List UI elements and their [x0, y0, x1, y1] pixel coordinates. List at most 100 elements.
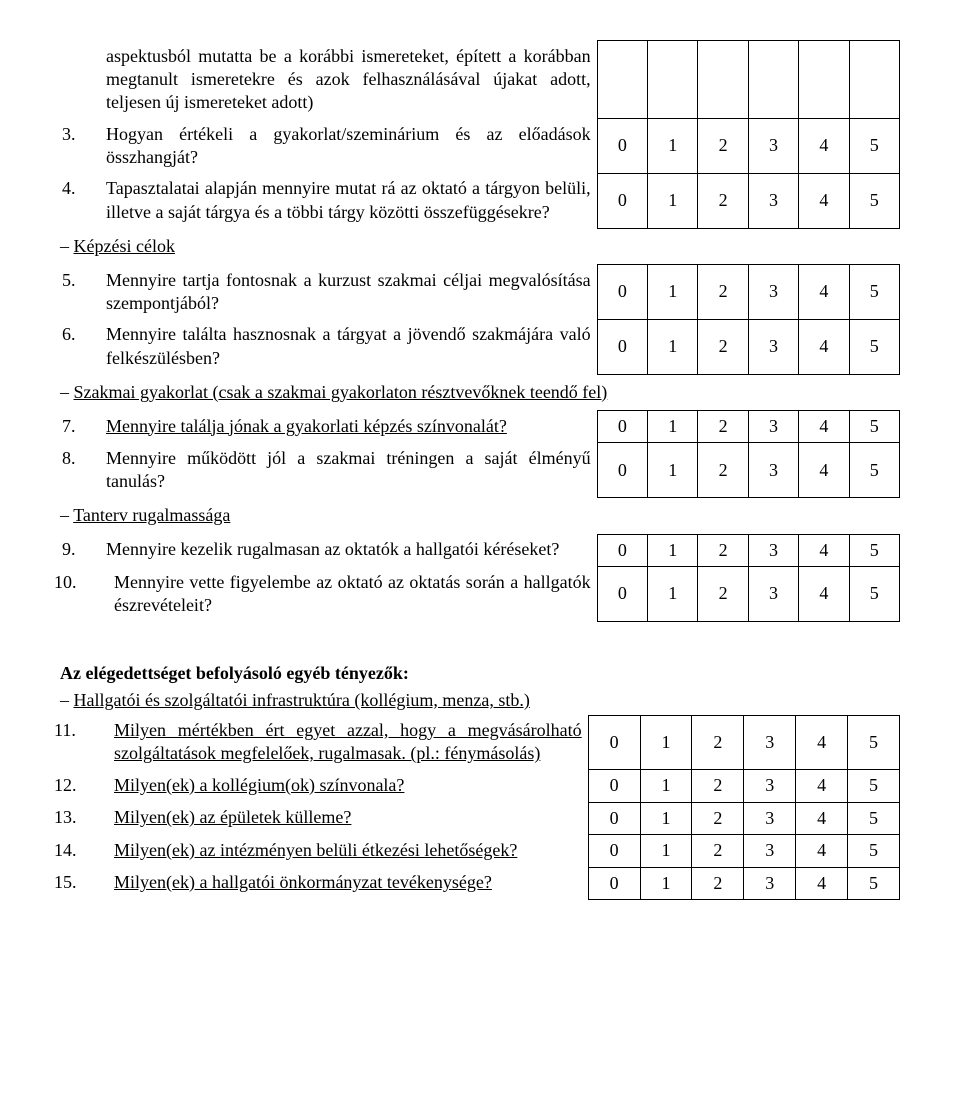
- scale-cell[interactable]: 3: [748, 265, 798, 320]
- scale-cell[interactable]: 2: [698, 534, 748, 566]
- scale-cell[interactable]: 5: [849, 265, 899, 320]
- scale-cell[interactable]: 2: [692, 770, 744, 802]
- scale-cell[interactable]: 1: [648, 119, 698, 174]
- scale-cell[interactable]: 5: [849, 534, 899, 566]
- section-infra: Hallgatói és szolgáltatói infrastruktúra…: [60, 689, 900, 712]
- scale-cell[interactable]: 1: [640, 867, 692, 899]
- scale-cell[interactable]: 0: [597, 265, 647, 320]
- scale-cell[interactable]: 0: [597, 534, 647, 566]
- scale-cell[interactable]: 1: [640, 802, 692, 834]
- scale-cell[interactable]: 4: [799, 567, 849, 622]
- scale-cell: [698, 41, 748, 119]
- survey-table-1: aspektusból mutatta be a korábbi ismeret…: [60, 40, 900, 622]
- scale-cell[interactable]: 1: [648, 173, 698, 228]
- scale-cell[interactable]: 3: [748, 319, 798, 374]
- scale-cell[interactable]: 1: [648, 265, 698, 320]
- scale-cell[interactable]: 0: [588, 715, 640, 770]
- scale-cell[interactable]: 4: [796, 770, 848, 802]
- scale-cell[interactable]: 0: [588, 835, 640, 867]
- scale-cell[interactable]: 0: [588, 802, 640, 834]
- scale-cell[interactable]: 3: [744, 867, 796, 899]
- scale-cell[interactable]: 4: [799, 319, 849, 374]
- scale-cell[interactable]: 3: [744, 715, 796, 770]
- section-title-2: Az elégedettséget befolyásoló egyéb tény…: [60, 662, 900, 685]
- scale-cell[interactable]: 3: [748, 567, 798, 622]
- scale-cell[interactable]: 0: [597, 411, 647, 443]
- scale-cell[interactable]: 3: [744, 835, 796, 867]
- scale-cell[interactable]: 3: [748, 443, 798, 498]
- scale-cell[interactable]: 5: [848, 770, 900, 802]
- scale-cell[interactable]: 5: [848, 802, 900, 834]
- scale-cell[interactable]: 5: [849, 411, 899, 443]
- scale-cell[interactable]: 4: [796, 835, 848, 867]
- scale-cell[interactable]: 0: [588, 867, 640, 899]
- scale-cell[interactable]: 0: [597, 567, 647, 622]
- scale-cell[interactable]: 5: [848, 715, 900, 770]
- scale-cell[interactable]: 1: [640, 835, 692, 867]
- section-szakmai: Szakmai gyakorlat (csak a szakmai gyakor…: [60, 374, 900, 410]
- scale-cell[interactable]: 4: [799, 443, 849, 498]
- scale-cell[interactable]: 4: [799, 534, 849, 566]
- scale-cell: [849, 41, 899, 119]
- scale-cell[interactable]: 3: [744, 802, 796, 834]
- scale-cell[interactable]: 4: [799, 265, 849, 320]
- scale-cell[interactable]: 0: [597, 319, 647, 374]
- scale-cell[interactable]: 4: [796, 715, 848, 770]
- question-15: 15.Milyen(ek) a hallgatói önkormányzat t…: [60, 867, 588, 899]
- preamble-text: aspektusból mutatta be a korábbi ismeret…: [60, 41, 597, 119]
- scale-cell[interactable]: 3: [748, 119, 798, 174]
- scale-cell[interactable]: 2: [692, 715, 744, 770]
- scale-cell[interactable]: 3: [748, 534, 798, 566]
- scale-cell: [748, 41, 798, 119]
- scale-cell[interactable]: 4: [799, 119, 849, 174]
- scale-cell[interactable]: 5: [849, 319, 899, 374]
- scale-cell[interactable]: 2: [692, 802, 744, 834]
- scale-cell[interactable]: 5: [849, 567, 899, 622]
- scale-cell[interactable]: 1: [648, 411, 698, 443]
- question-8: 8.Mennyire működött jól a szakmai trénin…: [60, 443, 597, 498]
- scale-cell[interactable]: 3: [744, 770, 796, 802]
- scale-cell[interactable]: 4: [796, 802, 848, 834]
- scale-cell[interactable]: 3: [748, 173, 798, 228]
- scale-cell[interactable]: 2: [698, 319, 748, 374]
- scale-cell[interactable]: 5: [849, 173, 899, 228]
- scale-cell[interactable]: 1: [640, 770, 692, 802]
- scale-cell[interactable]: 2: [698, 119, 748, 174]
- scale-cell[interactable]: 0: [588, 770, 640, 802]
- scale-cell[interactable]: 5: [848, 835, 900, 867]
- scale-cell[interactable]: 1: [648, 534, 698, 566]
- scale-cell[interactable]: 1: [648, 319, 698, 374]
- scale-cell[interactable]: 5: [849, 443, 899, 498]
- scale-cell[interactable]: 2: [698, 173, 748, 228]
- scale-cell[interactable]: 2: [692, 867, 744, 899]
- question-10: 10.Mennyire vette figyelembe az oktató a…: [60, 567, 597, 622]
- scale-cell[interactable]: 0: [597, 443, 647, 498]
- scale-cell[interactable]: 1: [640, 715, 692, 770]
- scale-cell[interactable]: 5: [849, 119, 899, 174]
- question-9: 9.Mennyire kezelik rugalmasan az oktatók…: [60, 534, 597, 566]
- scale-cell[interactable]: 4: [796, 867, 848, 899]
- question-3: 3.Hogyan értékeli a gyakorlat/szemináriu…: [60, 119, 597, 174]
- scale-cell: [648, 41, 698, 119]
- scale-cell[interactable]: 1: [648, 443, 698, 498]
- scale-cell[interactable]: 1: [648, 567, 698, 622]
- survey-table-2: 11.Milyen mértékben ért egyet azzal, hog…: [60, 715, 900, 900]
- scale-cell[interactable]: 4: [799, 173, 849, 228]
- question-6: 6.Mennyire találta hasznosnak a tárgyat …: [60, 319, 597, 374]
- scale-cell[interactable]: 5: [848, 867, 900, 899]
- section-kepzesi: Képzési célok: [60, 228, 900, 264]
- scale-cell[interactable]: 3: [748, 411, 798, 443]
- question-11: 11.Milyen mértékben ért egyet azzal, hog…: [60, 715, 588, 770]
- question-13: 13.Milyen(ek) az épületek külleme?: [60, 802, 588, 834]
- scale-cell[interactable]: 2: [698, 567, 748, 622]
- scale-cell: [597, 41, 647, 119]
- scale-cell[interactable]: 2: [692, 835, 744, 867]
- scale-cell[interactable]: 2: [698, 265, 748, 320]
- scale-cell[interactable]: 0: [597, 119, 647, 174]
- scale-cell[interactable]: 2: [698, 411, 748, 443]
- scale-cell[interactable]: 4: [799, 411, 849, 443]
- scale-cell[interactable]: 0: [597, 173, 647, 228]
- question-5: 5.Mennyire tartja fontosnak a kurzust sz…: [60, 265, 597, 320]
- scale-cell[interactable]: 2: [698, 443, 748, 498]
- question-4: 4.Tapasztalatai alapján mennyire mutat r…: [60, 173, 597, 228]
